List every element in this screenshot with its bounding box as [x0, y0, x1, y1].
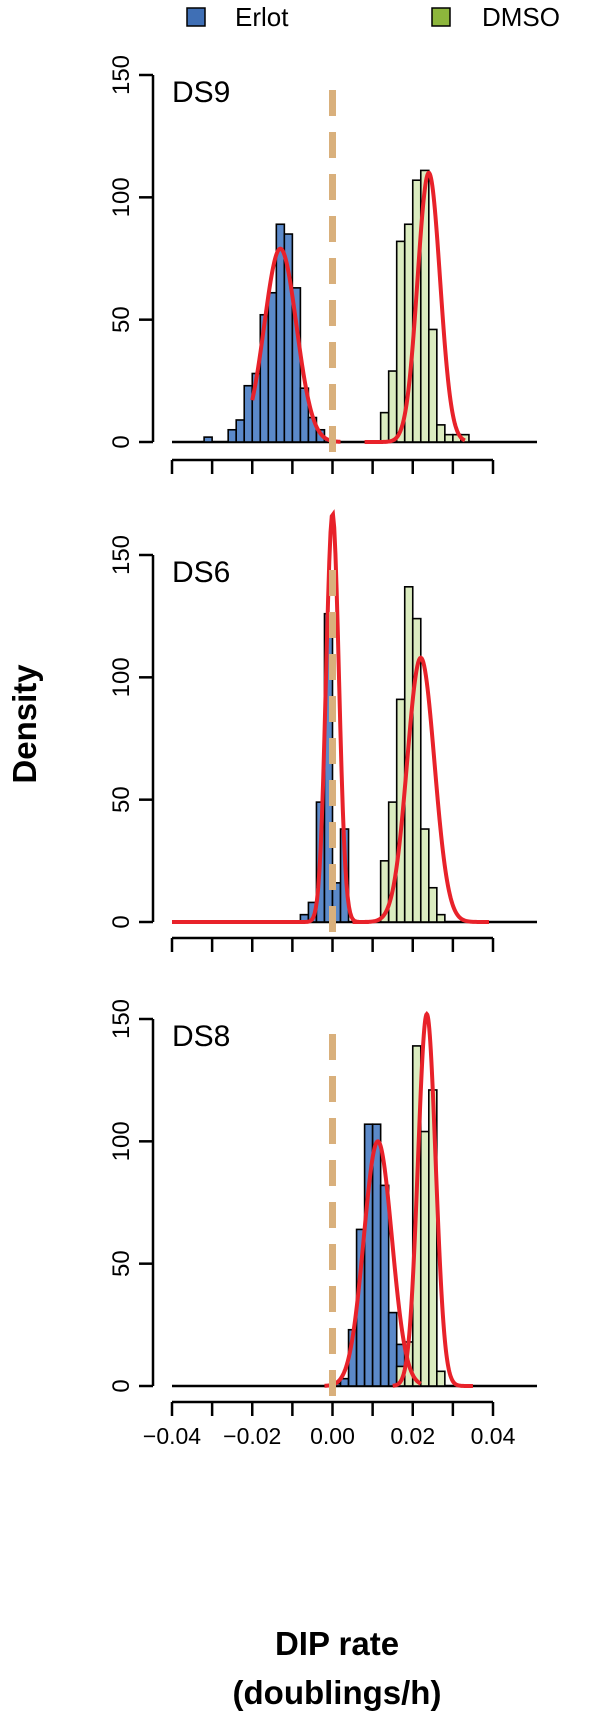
- dmso-bar: [411, 617, 422, 923]
- panel-ds9: 0 50 100 150 DS9: [108, 55, 537, 474]
- dmso-bar: [387, 370, 398, 443]
- legend-label-erlot: Erlot: [235, 2, 289, 32]
- dmso-bar: [419, 828, 430, 923]
- erlot-bar: [387, 1311, 398, 1387]
- dmso-bar: [419, 169, 430, 443]
- dmso-bar: [436, 1370, 446, 1387]
- x-tick-label: 0.02: [390, 1423, 435, 1449]
- y-axis-title: Density: [6, 664, 43, 784]
- y-tick-label: 100: [108, 177, 135, 217]
- x-axis-title-line2: (doublings/h): [233, 1674, 442, 1711]
- panel-label: DS6: [172, 556, 230, 589]
- legend-label-dmso: DMSO: [482, 2, 560, 32]
- panel-label: DS9: [172, 76, 230, 109]
- panel-ds6: 0 50 100 150 DS6: [108, 509, 537, 952]
- erlot-bar: [203, 436, 213, 443]
- y-tick-label: 50: [108, 786, 135, 813]
- fit-curve-2: [392, 1011, 473, 1388]
- erlot-bar: [235, 419, 246, 443]
- y-tick-label: 0: [108, 1379, 135, 1392]
- y-tick-label: 0: [108, 435, 135, 448]
- legend-swatch-dmso: [431, 7, 451, 27]
- fit-curve-1: [172, 509, 369, 924]
- dmso-bar: [436, 913, 446, 923]
- fit-curve-2: [352, 655, 489, 924]
- erlot-bar: [371, 1123, 382, 1387]
- x-tick-label: −0.04: [143, 1423, 201, 1449]
- x-tick-label: −0.02: [223, 1423, 281, 1449]
- fit-curve-1: [324, 1139, 422, 1388]
- dmso-bar: [419, 1130, 430, 1387]
- legend-swatch-erlot: [186, 7, 206, 27]
- dmso-bar: [427, 886, 438, 923]
- legend: Erlot DMSO: [186, 2, 560, 32]
- dmso-bar: [444, 433, 454, 443]
- x-axis-title-line1: DIP rate: [275, 1625, 399, 1662]
- y-tick-label: 150: [108, 999, 135, 1039]
- dmso-bar: [436, 424, 446, 443]
- y-tick-label: 100: [108, 1121, 135, 1161]
- dmso-bar: [379, 411, 390, 443]
- erlot-bar: [243, 384, 254, 443]
- y-tick-label: 50: [108, 1250, 135, 1277]
- fit-curve-2: [364, 170, 466, 444]
- fit-curve-1: [250, 246, 341, 444]
- dmso-bar: [427, 328, 438, 443]
- x-tick-label: 0.00: [310, 1423, 355, 1449]
- y-tick-label: 0: [108, 915, 135, 928]
- y-tick-label: 150: [108, 55, 135, 95]
- panel-label: DS8: [172, 1020, 230, 1053]
- erlot-bar: [227, 428, 238, 443]
- x-tick-label: 0.04: [471, 1423, 516, 1449]
- erlot-bar: [267, 291, 278, 443]
- panel-ds8: 0 50 100 150 −0.04 −0.02 0.00 0.02 0.04 DS8: [108, 999, 537, 1449]
- y-tick-label: 50: [108, 306, 135, 333]
- y-tick-label: 150: [108, 535, 135, 575]
- y-tick-label: 100: [108, 657, 135, 697]
- erlot-bar: [379, 1184, 390, 1387]
